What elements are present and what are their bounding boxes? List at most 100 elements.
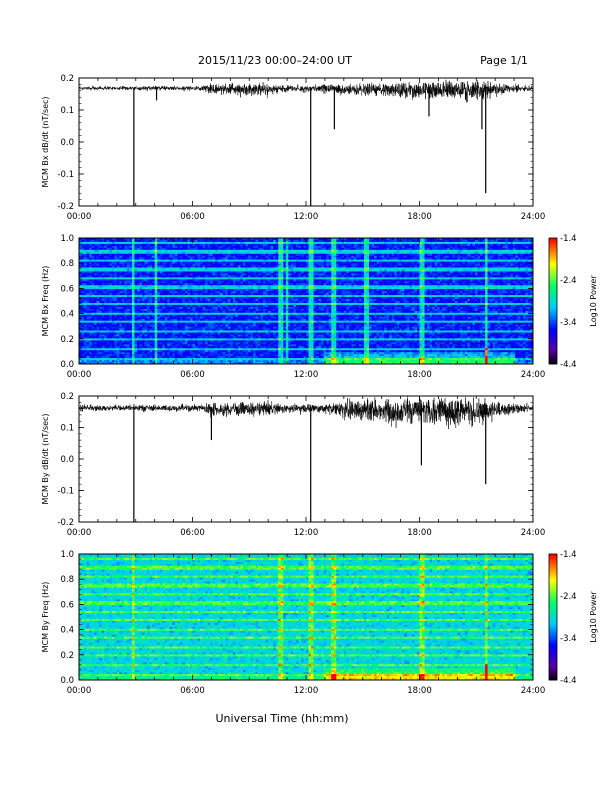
spectrogram-cell [261, 266, 264, 268]
spectrogram-cell [422, 277, 425, 279]
spectrogram-cell [425, 260, 428, 262]
spectrogram-cell [291, 244, 294, 246]
spectrogram-cell [147, 287, 150, 289]
spectrogram-cell [326, 252, 329, 254]
spectrogram-cell [488, 275, 491, 277]
spectrogram-cell [193, 287, 196, 289]
spectrogram-cell [102, 270, 105, 272]
spectrogram-cell [465, 285, 468, 287]
spectrogram-cell [334, 260, 337, 262]
spectrogram-cell [150, 242, 153, 244]
spectrogram-cell [261, 264, 264, 266]
spectrogram-cell [435, 270, 438, 272]
spectrogram-cell [382, 279, 385, 281]
spectrogram-cell [243, 287, 246, 289]
spectrogram-cell [220, 240, 223, 242]
spectrogram-cell [258, 246, 261, 248]
spectrogram-cell [145, 262, 148, 264]
spectrogram-cell [175, 258, 178, 260]
spectrogram-cell [309, 240, 312, 242]
spectrogram-cell [422, 266, 425, 268]
spectrogram-cell [490, 256, 493, 258]
spectrogram-cell [359, 287, 362, 289]
spectrogram-cell [187, 279, 190, 281]
spectrogram-cell [147, 279, 150, 281]
spectrogram-cell [301, 264, 304, 266]
spectrogram-cell [500, 240, 503, 242]
spectrogram-cell [109, 287, 112, 289]
spectrogram-cell [261, 281, 264, 283]
spectrogram-cell [301, 275, 304, 277]
spectrogram-cell [445, 252, 448, 254]
spectrogram-cell [420, 260, 423, 262]
x-tick-label: 12:00 [294, 212, 319, 222]
spectrogram-cell [102, 254, 105, 256]
spectrogram-cell [253, 248, 256, 250]
spectrogram-cell [409, 242, 412, 244]
spectrogram-cell [271, 262, 274, 264]
spectrogram-cell [382, 256, 385, 258]
spectrogram-cell [150, 246, 153, 248]
spectrogram-cell [172, 246, 175, 248]
spectrogram-cell [505, 273, 508, 275]
spectrogram-cell [124, 252, 127, 254]
spectrogram-cell [432, 273, 435, 275]
spectrogram-cell [175, 240, 178, 242]
spectrogram-cell [165, 252, 168, 254]
spectrogram-cell [420, 266, 423, 268]
spectrogram-cell [488, 252, 491, 254]
spectrogram-cell [253, 264, 256, 266]
spectrogram-cell [134, 246, 137, 248]
spectrogram-cell [258, 275, 261, 277]
spectrogram-cell [112, 248, 115, 250]
spectrogram-cell [293, 277, 296, 279]
spectrogram-cell [326, 287, 329, 289]
spectrogram-cell [293, 285, 296, 287]
spectrogram-cell [467, 244, 470, 246]
spectrogram-cell [331, 246, 334, 248]
spectrogram-cell [321, 254, 324, 256]
spectrogram-cell [397, 266, 400, 268]
spectrogram-cell [225, 244, 228, 246]
spectrogram-cell [346, 240, 349, 242]
spectrogram-cell [175, 252, 178, 254]
spectrogram-cell [200, 260, 203, 262]
spectrogram-cell [129, 287, 132, 289]
spectrogram-cell [498, 273, 501, 275]
spectrogram-cell [480, 268, 483, 270]
spectrogram-cell [114, 256, 117, 258]
spectrogram-cell [334, 252, 337, 254]
spectrogram-cell [374, 287, 377, 289]
spectrogram-cell [361, 252, 364, 254]
spectrogram-cell [122, 260, 125, 262]
spectrogram-cell [321, 264, 324, 266]
spectrogram-cell [437, 248, 440, 250]
spectrogram-cell [271, 246, 274, 248]
spectrogram-cell [364, 248, 367, 250]
spectrogram-cell [233, 271, 236, 273]
spectrogram-cell [291, 287, 294, 289]
spectrogram-cell [182, 279, 185, 281]
spectrogram-cell [140, 285, 143, 287]
spectrogram-cell [528, 246, 531, 248]
spectrogram-cell [273, 279, 276, 281]
spectrogram-cell [344, 283, 347, 285]
spectrogram-cell [435, 273, 438, 275]
spectrogram-cell [200, 279, 203, 281]
spectrogram-cell [392, 287, 395, 289]
spectrogram-cell [364, 242, 367, 244]
spectrogram-cell [382, 287, 385, 289]
spectrogram-cell [203, 254, 206, 256]
spectrogram-cell [435, 271, 438, 273]
spectrogram-cell [223, 287, 226, 289]
spectrogram-cell [361, 248, 364, 250]
spectrogram-cell [233, 283, 236, 285]
spectrogram-cell [483, 258, 486, 260]
spectrogram-cell [160, 268, 163, 270]
spectrogram-cell [283, 264, 286, 266]
spectrogram-cell [233, 270, 236, 272]
spectrogram-cell [132, 248, 135, 250]
spectrogram-cell [162, 285, 165, 287]
spectrogram-cell [175, 281, 178, 283]
spectrogram-cell [140, 266, 143, 268]
